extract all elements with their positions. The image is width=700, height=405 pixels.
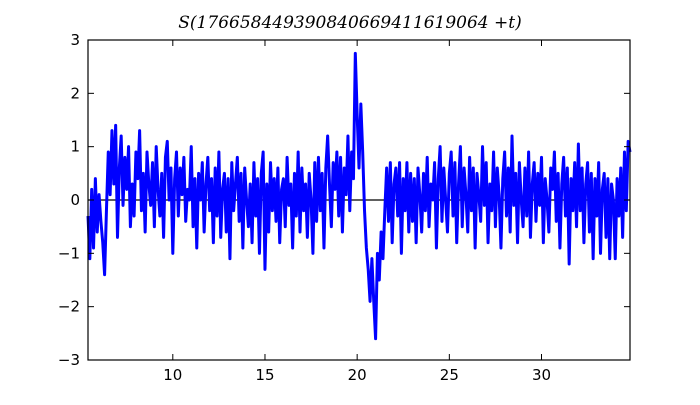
x-tick-label: 15 [255, 366, 274, 384]
chart-title: S(176658449390840669411619064 +t) [178, 13, 522, 33]
y-tick-label: −1 [58, 244, 80, 262]
y-tick-label: −3 [58, 351, 80, 369]
x-tick-label: 25 [440, 366, 459, 384]
y-tick-label: −2 [58, 298, 80, 316]
series-line-0 [86, 51, 632, 341]
x-tick-label: 10 [163, 366, 182, 384]
y-tick-label: 0 [70, 191, 80, 209]
y-tick-label: 1 [70, 138, 80, 156]
x-tick-label: 20 [348, 366, 367, 384]
y-tick-label: 2 [70, 84, 80, 102]
x-tick-label: 30 [532, 366, 551, 384]
y-tick-label: 3 [70, 31, 80, 49]
